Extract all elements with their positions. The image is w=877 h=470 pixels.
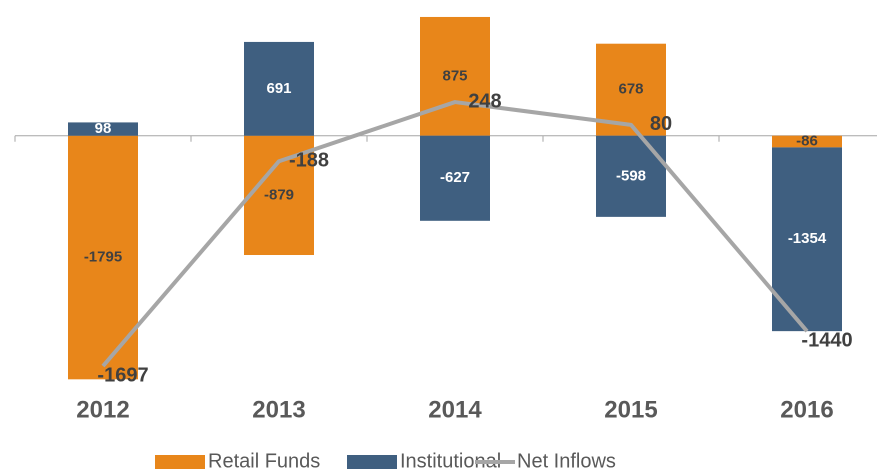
x-tick-label: 2016 xyxy=(780,396,833,423)
bar-value-label: -86 xyxy=(796,133,818,150)
bar-value-label: -627 xyxy=(440,169,470,186)
x-tick-label: 2014 xyxy=(428,396,482,423)
bar-value-label: -1354 xyxy=(788,230,827,247)
bar xyxy=(68,122,138,136)
line-value-label: -1440 xyxy=(801,329,852,351)
bar-value-label: 691 xyxy=(266,80,291,97)
line-value-label: 80 xyxy=(650,113,672,135)
legend-label: Institutional xyxy=(400,450,501,470)
bar xyxy=(244,135,314,256)
bar-value-label: -1795 xyxy=(84,248,122,265)
bar xyxy=(420,16,490,136)
bar xyxy=(772,135,842,148)
bar xyxy=(244,41,314,136)
line-value-label: -188 xyxy=(289,150,329,172)
legend-swatch xyxy=(155,455,205,469)
x-tick-label: 2013 xyxy=(252,396,305,423)
bar xyxy=(420,135,490,221)
line xyxy=(101,100,809,368)
bar-value-label: -879 xyxy=(264,186,294,203)
bar-value-label: 678 xyxy=(618,81,643,98)
line-value-label: -1697 xyxy=(97,364,148,386)
bar-value-label: 98 xyxy=(95,120,112,137)
bar-value-label: 875 xyxy=(442,67,467,84)
line-value-label: 248 xyxy=(468,90,501,112)
x-tick-label: 2015 xyxy=(604,396,657,423)
bar-value-label: -598 xyxy=(616,167,646,184)
legend-swatch xyxy=(347,455,397,469)
bar xyxy=(772,147,842,332)
legend-label: Net Inflows xyxy=(517,450,616,470)
x-tick-label: 2012 xyxy=(76,396,129,423)
legend-label: Retail Funds xyxy=(208,450,320,470)
